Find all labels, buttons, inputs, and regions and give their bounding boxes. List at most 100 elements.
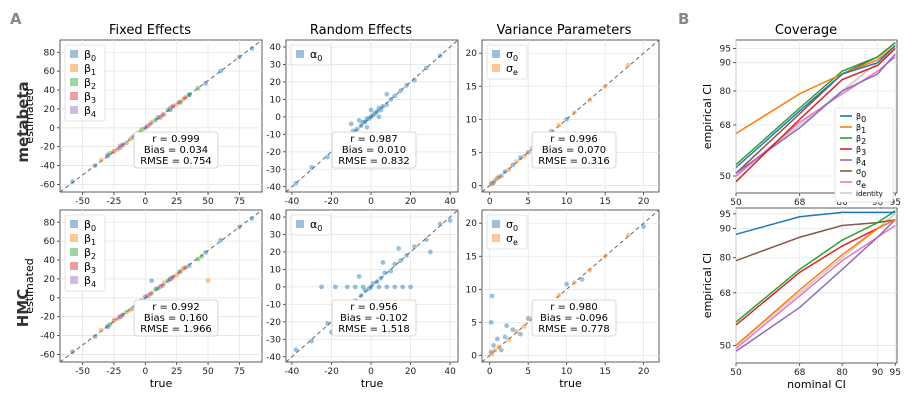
data-point bbox=[625, 62, 631, 68]
data-point bbox=[368, 114, 374, 120]
series-line bbox=[735, 218, 896, 262]
data-point bbox=[521, 323, 527, 329]
data-point bbox=[178, 268, 183, 274]
y-tick-label: 40 bbox=[270, 213, 282, 223]
x-axis-label: true bbox=[361, 377, 384, 390]
y-axis-label: empirical CI bbox=[701, 253, 714, 318]
x-tick-label: 10 bbox=[561, 367, 573, 377]
data-point bbox=[157, 284, 163, 289]
data-point bbox=[325, 321, 330, 326]
data-point bbox=[249, 46, 255, 51]
x-tick-label: 0 bbox=[487, 197, 493, 207]
y-tick-label: 0 bbox=[471, 351, 477, 361]
legend-swatch bbox=[296, 50, 304, 58]
y-tick-label: 20 bbox=[466, 219, 478, 229]
data-point bbox=[362, 119, 368, 125]
stats-box bbox=[331, 299, 417, 337]
identity-line bbox=[59, 209, 263, 363]
data-point bbox=[124, 309, 129, 315]
x-tick-label: 90 bbox=[872, 198, 884, 208]
legend-swatch bbox=[70, 262, 78, 270]
y-tick-label: -40 bbox=[266, 353, 281, 363]
data-point bbox=[120, 312, 126, 318]
stats-line: Bias = -0.102 bbox=[340, 313, 408, 324]
data-point bbox=[161, 112, 167, 117]
y-axis-label: estimated bbox=[23, 88, 36, 143]
data-point bbox=[203, 81, 208, 86]
legend-swatch bbox=[492, 234, 500, 242]
legend-swatch bbox=[70, 220, 78, 228]
data-point bbox=[370, 280, 376, 286]
data-point bbox=[392, 261, 398, 267]
data-point bbox=[168, 107, 173, 113]
data-point bbox=[155, 285, 161, 291]
series-line bbox=[735, 210, 896, 323]
identity-line bbox=[59, 39, 263, 193]
data-point bbox=[488, 349, 494, 355]
data-point bbox=[105, 323, 111, 329]
stats-box bbox=[133, 131, 219, 169]
data-point bbox=[398, 258, 404, 264]
data-point bbox=[92, 334, 98, 339]
y-tick-label: 20 bbox=[270, 78, 282, 88]
data-point bbox=[205, 278, 211, 284]
y-tick-label: -40 bbox=[40, 332, 55, 342]
y-tick-label: 80 bbox=[44, 218, 56, 228]
data-point bbox=[556, 292, 562, 298]
data-point bbox=[491, 180, 496, 186]
data-point bbox=[376, 114, 382, 120]
data-point bbox=[396, 246, 402, 251]
data-point bbox=[319, 284, 324, 290]
x-tick-label: -40 bbox=[285, 367, 300, 377]
data-point bbox=[641, 224, 647, 229]
data-point bbox=[437, 53, 443, 59]
legend-label: β0 bbox=[84, 48, 96, 63]
data-point bbox=[344, 284, 350, 290]
data-point bbox=[358, 123, 364, 129]
data-point bbox=[180, 266, 186, 271]
legend-label: β3 bbox=[84, 260, 96, 275]
data-point bbox=[380, 103, 386, 109]
x-axis-label: nominal CI bbox=[787, 378, 846, 391]
data-point bbox=[352, 284, 358, 290]
y-tick-label: 10 bbox=[270, 265, 282, 275]
x-tick-label: 40 bbox=[444, 197, 456, 207]
data-point bbox=[374, 109, 380, 115]
y-tick-label: 0 bbox=[471, 181, 477, 191]
y-tick-label: 5 bbox=[471, 318, 477, 328]
identity-line bbox=[481, 39, 660, 193]
legend-box bbox=[64, 214, 106, 292]
data-point bbox=[360, 284, 366, 290]
data-point bbox=[514, 329, 520, 334]
row-label-metabeta: metabeta bbox=[14, 81, 32, 162]
data-point bbox=[354, 126, 360, 132]
data-point bbox=[218, 68, 223, 74]
stats-line: RMSE = 0.316 bbox=[538, 156, 610, 167]
legend-box bbox=[486, 214, 528, 250]
data-point bbox=[510, 162, 516, 168]
data-point bbox=[504, 323, 510, 329]
stats-line: RMSE = 0.778 bbox=[538, 324, 610, 335]
data-point bbox=[99, 157, 104, 163]
data-point bbox=[370, 112, 376, 118]
data-point bbox=[195, 256, 201, 262]
legend-swatch bbox=[70, 234, 78, 242]
legend-label: σe bbox=[506, 232, 518, 247]
identity-line bbox=[285, 39, 459, 193]
legend-swatch bbox=[296, 220, 304, 228]
stats-line: r = 0.999 bbox=[152, 134, 199, 145]
y-axis-label: empirical CI bbox=[701, 84, 714, 149]
y-tick-label: 0 bbox=[275, 113, 281, 123]
data-point bbox=[496, 344, 502, 350]
legend-label: β4 bbox=[856, 156, 866, 168]
legend-label: identity bbox=[856, 190, 883, 198]
y-axis-label: estimated bbox=[23, 258, 36, 313]
data-point bbox=[518, 331, 523, 337]
data-point bbox=[579, 276, 585, 282]
data-point bbox=[491, 343, 496, 348]
data-point bbox=[392, 93, 398, 99]
x-tick-label: -25 bbox=[107, 197, 122, 207]
legend-label: β2 bbox=[84, 76, 96, 91]
x-tick-label: 50 bbox=[202, 197, 214, 207]
